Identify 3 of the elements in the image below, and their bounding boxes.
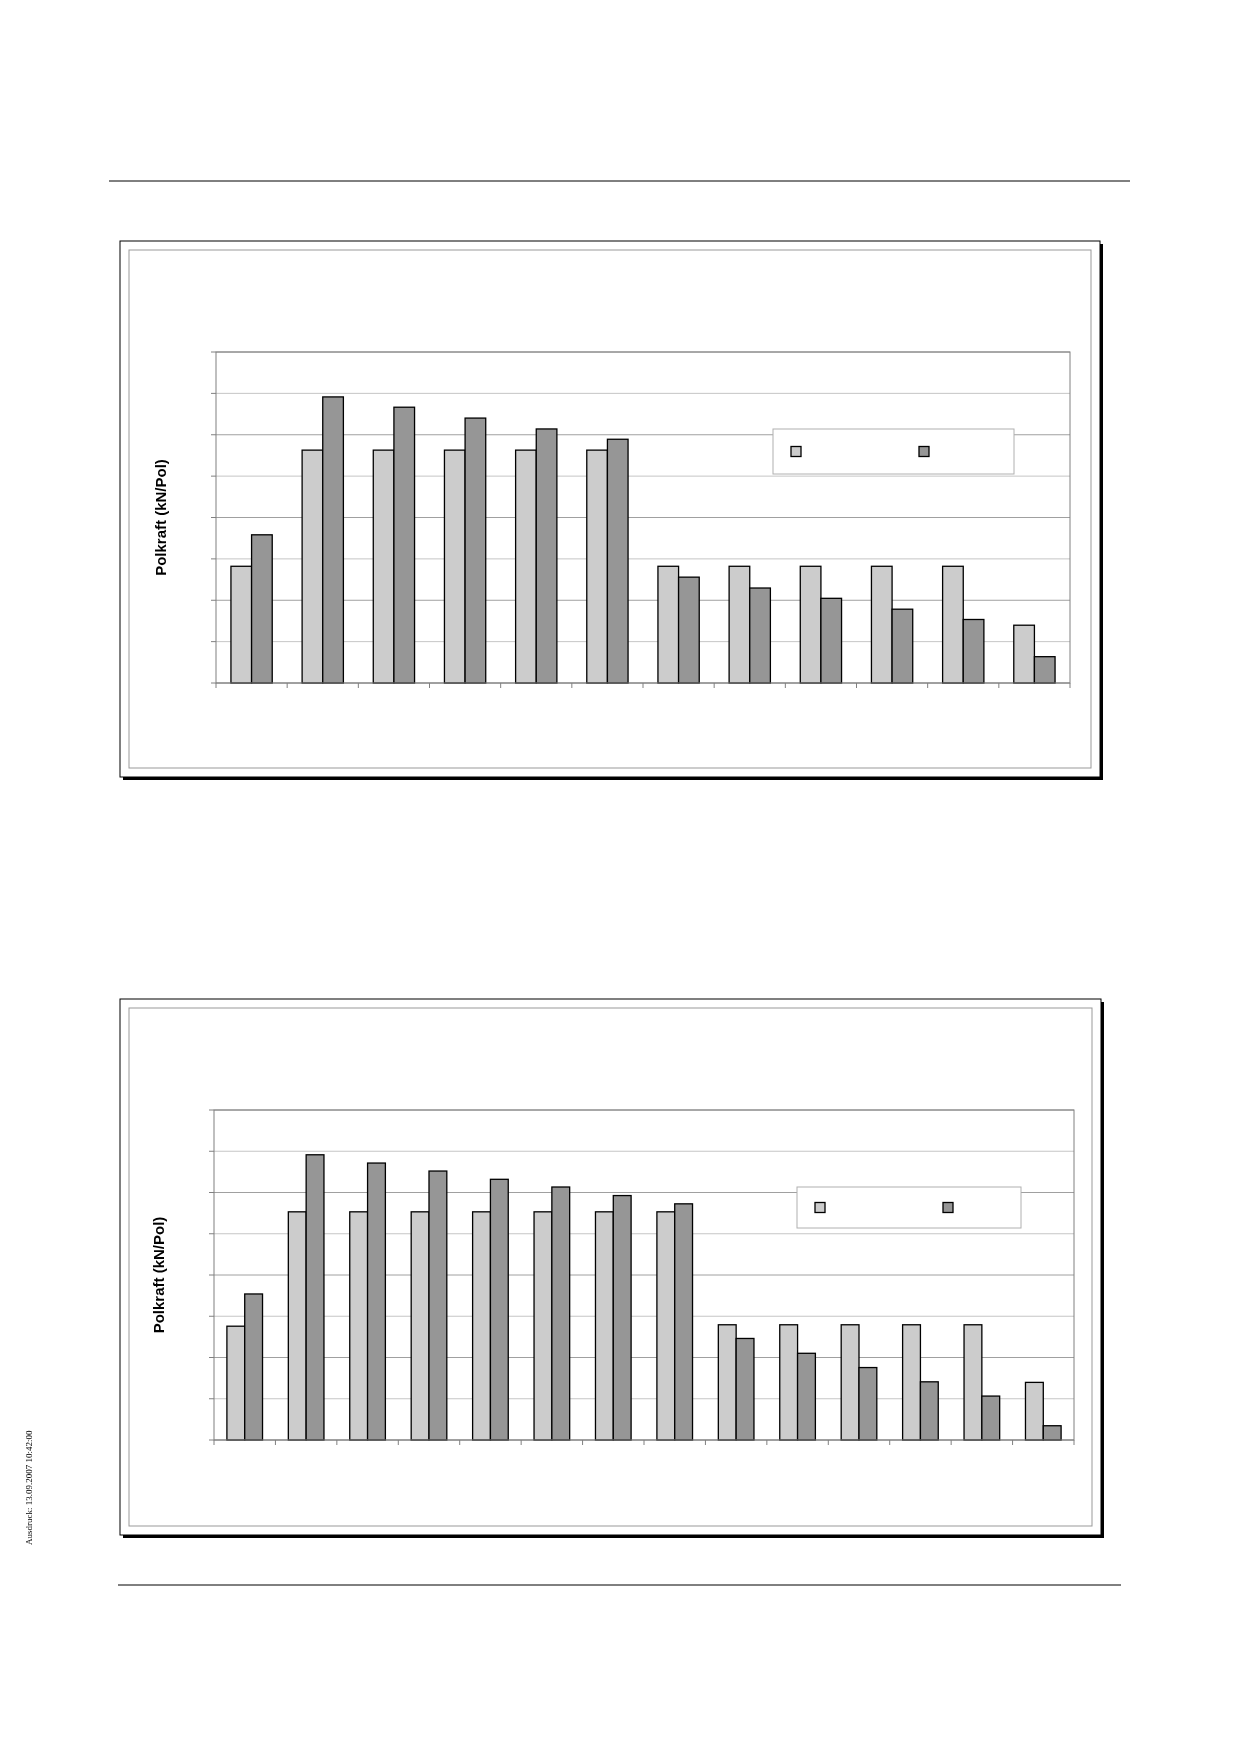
text: Ausdruck: 13.09.2007 10:42:00	[24, 1430, 34, 1545]
y-axis-title: Polkraft (kN/Pol)	[152, 459, 169, 576]
y-axis-title: Polkraft (kN/Pol)	[150, 1216, 167, 1334]
